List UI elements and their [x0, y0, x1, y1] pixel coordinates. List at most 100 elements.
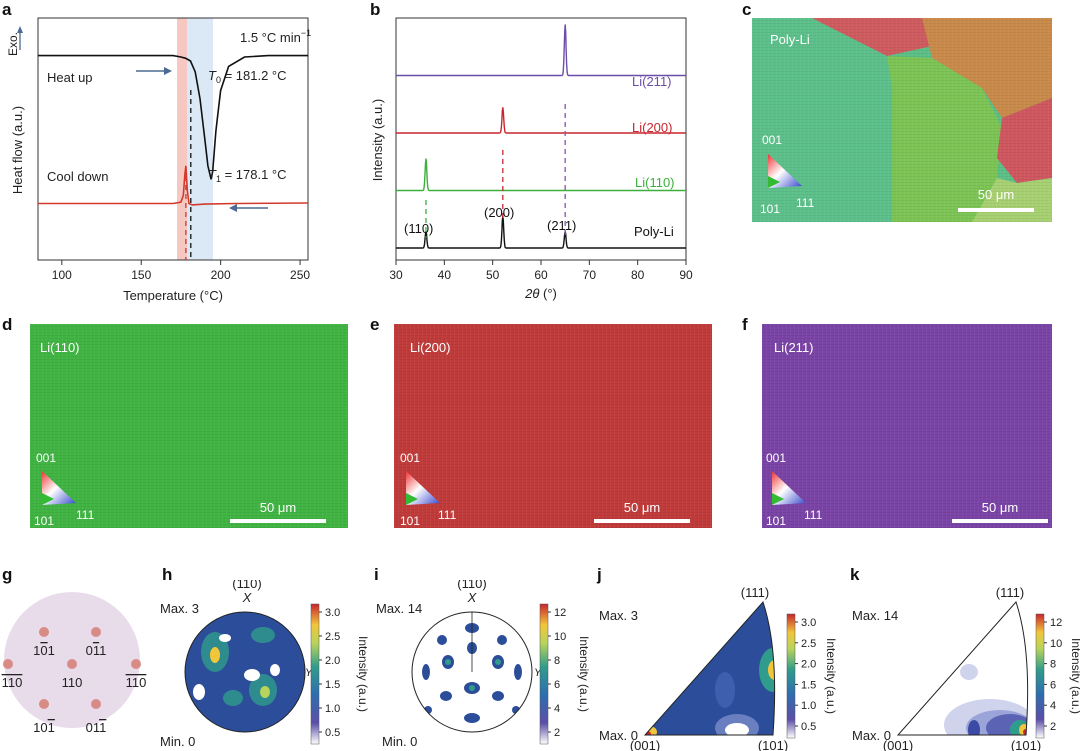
- colorbar: [786, 613, 796, 739]
- ipf-min: Max. 0: [599, 728, 638, 743]
- pole-figure-schematic: 101 011 110 110 110 101 011: [2, 592, 146, 735]
- li110-ebsd-map: [30, 324, 348, 528]
- panel-label-b: b: [370, 0, 381, 19]
- panel-label-c: c: [742, 0, 752, 19]
- panel-label-d: d: [2, 315, 13, 334]
- x-tick-label-70: 70: [583, 268, 597, 282]
- pole-dot-left: [3, 659, 13, 669]
- peak-label-110: (110): [404, 221, 433, 236]
- tri-101-e: 101: [400, 514, 421, 528]
- ipf-101: (101): [1011, 738, 1041, 751]
- pf-outline: [411, 611, 533, 733]
- cbar-tick-label-0: 12: [1050, 617, 1062, 629]
- pole-figure-poly: (110) X Max. 3 Min. 0 Y 3.0 2.5 2.0 1.5 1.0 0…: [160, 580, 370, 749]
- ipf-triangle-key-d: [40, 469, 78, 507]
- scale-text-d: 50 μm: [259, 500, 297, 515]
- tri-001-f: 001: [766, 451, 787, 465]
- cbar-tick-label-1: 10: [1050, 638, 1062, 650]
- ipf-outline: [896, 601, 1029, 736]
- ipf-triangle-key-f: [770, 469, 808, 507]
- colorbar: [310, 603, 320, 745]
- pole-dot-top-right: [91, 627, 101, 637]
- cbar-tick-label-0: 3.0: [801, 617, 816, 629]
- cbar-tick-label-0: 12: [554, 607, 566, 619]
- cool-down-label: Cool down: [47, 169, 108, 184]
- panel-label-h: h: [162, 565, 173, 584]
- cbar-tick-label-3: 1.5: [325, 679, 340, 691]
- map-label-d: Li(110): [40, 340, 80, 355]
- rate-label: 1.5 °C min−1: [240, 28, 311, 45]
- pf-y: Y: [534, 667, 542, 679]
- x-tick-label-40: 40: [438, 268, 452, 282]
- scale-bar-c: [958, 208, 1034, 212]
- ipf-101: (101): [758, 738, 788, 751]
- grain-map: [752, 18, 1052, 222]
- cbar-tick-label-2: 8: [1050, 659, 1056, 671]
- x-tick-label-80: 80: [631, 268, 645, 282]
- x-tick-label-50: 50: [486, 268, 500, 282]
- scale-bar-f: [952, 519, 1048, 523]
- colorbar-ticks: 12 10 8 6 4 2: [548, 607, 566, 739]
- pf-density-map: [185, 612, 305, 732]
- plot-frame: [37, 17, 309, 261]
- x-tick-label-100: 100: [52, 268, 72, 282]
- cool-down-curve: [38, 165, 309, 206]
- map-label-e: Li(200): [410, 340, 451, 355]
- tri-101-d: 101: [34, 514, 55, 528]
- t0-annotation: T0 = 181.2 °C: [208, 68, 287, 85]
- pf-title: (110): [457, 580, 486, 591]
- x-tick-label-200: 200: [211, 268, 231, 282]
- y-axis-title: Heat flow (a.u.): [10, 106, 25, 194]
- x-tick-label-250: 250: [290, 268, 310, 282]
- x-tick-label-60: 60: [534, 268, 548, 282]
- cbar-tick-label-2: 2.0: [801, 659, 816, 671]
- y-axis-title: Intensity (a.u.): [370, 99, 385, 181]
- ipf-triangle-key-e: [404, 469, 442, 507]
- peak-label-200: (200): [484, 205, 514, 220]
- poly-li-pattern: [396, 216, 686, 249]
- ipf-max: Max. 14: [852, 608, 898, 623]
- pole-label-top-left: 101: [33, 643, 55, 658]
- cbar-tick-label-2: 2.0: [325, 655, 340, 667]
- panel-label-i: i: [374, 565, 379, 584]
- ipf-min: Max. 0: [852, 728, 891, 743]
- cbar-tick-label-5: 0.5: [325, 727, 340, 739]
- cbar-tick-label-3: 6: [554, 679, 560, 691]
- pf-max: Max. 3: [160, 601, 199, 616]
- pole-label-top-right: 011: [86, 643, 107, 658]
- colorbar-title: Intensity (a.u.): [577, 636, 591, 712]
- tri-111-d: 111: [76, 508, 95, 522]
- scale-bar-e: [594, 519, 690, 523]
- cbar-tick-label-1: 2.5: [325, 631, 340, 643]
- cbar-tick-label-4: 4: [554, 703, 560, 715]
- scale-text-e: 50 μm: [623, 500, 661, 515]
- poly-li-label: Poly-Li: [634, 224, 674, 239]
- li211-ebsd-map: [762, 324, 1052, 528]
- t1-annotation: T1 = 178.1 °C: [208, 167, 287, 184]
- ipf-triangle-key-c: [766, 152, 804, 190]
- tri-001-d: 001: [36, 451, 57, 465]
- exo-label: Exo.: [6, 32, 20, 56]
- colorbar-ticks: 3.0 2.5 2.0 1.5 1.0 0.5: [319, 607, 340, 739]
- x-tick-label-150: 150: [131, 268, 151, 282]
- pf-title: (110): [232, 580, 261, 591]
- cbar-tick-label-1: 10: [554, 631, 566, 643]
- cbar-tick-label-5: 2: [1050, 721, 1056, 733]
- panel-label-e: e: [370, 315, 380, 334]
- x-axis-ticks: 30 40 50 60 70 80 90: [389, 260, 693, 282]
- pf-min: Min. 0: [160, 734, 195, 749]
- colorbar-title: Intensity (a.u.): [356, 636, 370, 712]
- ipf-001: (001): [630, 738, 660, 751]
- cbar-tick-label-2: 8: [554, 655, 560, 667]
- pole-label-left: 110: [2, 675, 23, 690]
- pf-y: Y: [305, 667, 313, 679]
- cbar-tick-label-4: 4: [1050, 700, 1056, 712]
- colorbar-title: Intensity (a.u.): [824, 638, 837, 714]
- li200-ebsd-map: [394, 324, 712, 528]
- cool-arrow: [229, 204, 268, 212]
- tri-001-c: 001: [762, 133, 783, 147]
- pf-max: Max. 14: [376, 601, 422, 616]
- colorbar-ticks: 12 10 8 6 4 2: [1044, 617, 1062, 733]
- heat-arrow: [136, 67, 172, 75]
- pole-dot-right: [131, 659, 141, 669]
